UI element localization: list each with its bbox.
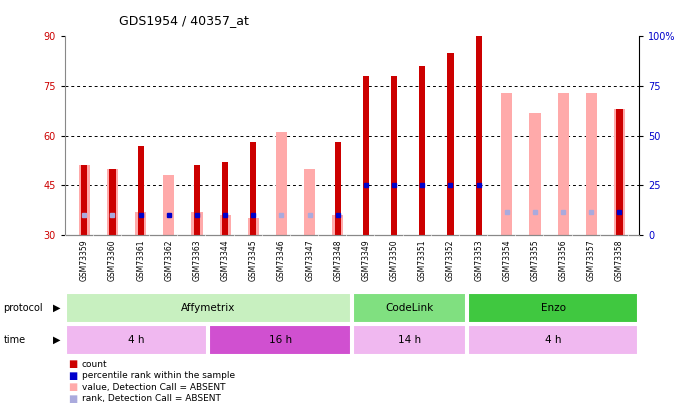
Text: GSM73351: GSM73351 [418,239,427,281]
Text: 14 h: 14 h [398,335,421,345]
Text: GSM73348: GSM73348 [333,239,342,281]
Text: GSM73361: GSM73361 [136,239,145,281]
Bar [614,109,625,235]
Text: GDS1954 / 40357_at: GDS1954 / 40357_at [119,14,249,27]
Text: rank, Detection Call = ABSENT: rank, Detection Call = ABSENT [82,394,220,403]
Bar [468,293,638,323]
Text: GSM73362: GSM73362 [165,239,173,281]
Bar [468,325,638,355]
Text: ■: ■ [68,360,78,369]
Text: GSM73355: GSM73355 [530,239,539,281]
Bar [335,142,341,235]
Bar [616,109,623,235]
Bar [585,93,597,235]
Text: GSM73363: GSM73363 [192,239,201,281]
Text: CodeLink: CodeLink [386,303,433,313]
Bar [163,175,175,235]
Bar [248,218,259,235]
Bar [135,212,146,235]
Bar [276,132,287,235]
Bar [66,293,351,323]
Text: ■: ■ [68,371,78,381]
Text: GSM73346: GSM73346 [277,239,286,281]
Text: GSM73353: GSM73353 [474,239,483,281]
Text: GSM73359: GSM73359 [80,239,89,281]
Bar [391,76,397,235]
Text: count: count [82,360,107,369]
Text: percentile rank within the sample: percentile rank within the sample [82,371,235,380]
Bar [250,142,256,235]
Bar [333,215,343,235]
Text: ■: ■ [68,382,78,392]
Text: value, Detection Call = ABSENT: value, Detection Call = ABSENT [82,383,225,392]
Bar [501,93,513,235]
Bar [191,212,203,235]
Bar [137,145,143,235]
Text: time: time [3,335,26,345]
Bar [209,325,351,355]
Bar [353,293,466,323]
Text: GSM73345: GSM73345 [249,239,258,281]
Text: GSM73356: GSM73356 [559,239,568,281]
Text: GSM73352: GSM73352 [446,239,455,281]
Bar [447,53,454,235]
Bar [79,165,90,235]
Text: Affymetrix: Affymetrix [181,303,235,313]
Bar [419,66,426,235]
Text: ■: ■ [68,394,78,403]
Bar [194,165,200,235]
Bar [220,215,231,235]
Bar [363,76,369,235]
Bar [109,169,116,235]
Text: protocol: protocol [3,303,43,313]
Text: ▶: ▶ [52,335,61,345]
Text: 16 h: 16 h [269,335,292,345]
Bar [304,169,316,235]
Bar [81,165,88,235]
Text: 4 h: 4 h [545,335,561,345]
Text: 4 h: 4 h [128,335,145,345]
Bar [529,113,541,235]
Bar [222,162,228,235]
Text: ▶: ▶ [52,303,61,313]
Text: GSM73358: GSM73358 [615,239,624,281]
Bar [558,93,568,235]
Text: GSM73347: GSM73347 [305,239,314,281]
Text: GSM73350: GSM73350 [390,239,398,281]
Bar [107,169,118,235]
Text: GSM73360: GSM73360 [108,239,117,281]
Text: GSM73357: GSM73357 [587,239,596,281]
Bar [475,36,481,235]
Text: GSM73344: GSM73344 [220,239,230,281]
Text: GSM73354: GSM73354 [503,239,511,281]
Bar [353,325,466,355]
Text: GSM73349: GSM73349 [362,239,371,281]
Text: Enzo: Enzo [541,303,566,313]
Bar [66,325,207,355]
